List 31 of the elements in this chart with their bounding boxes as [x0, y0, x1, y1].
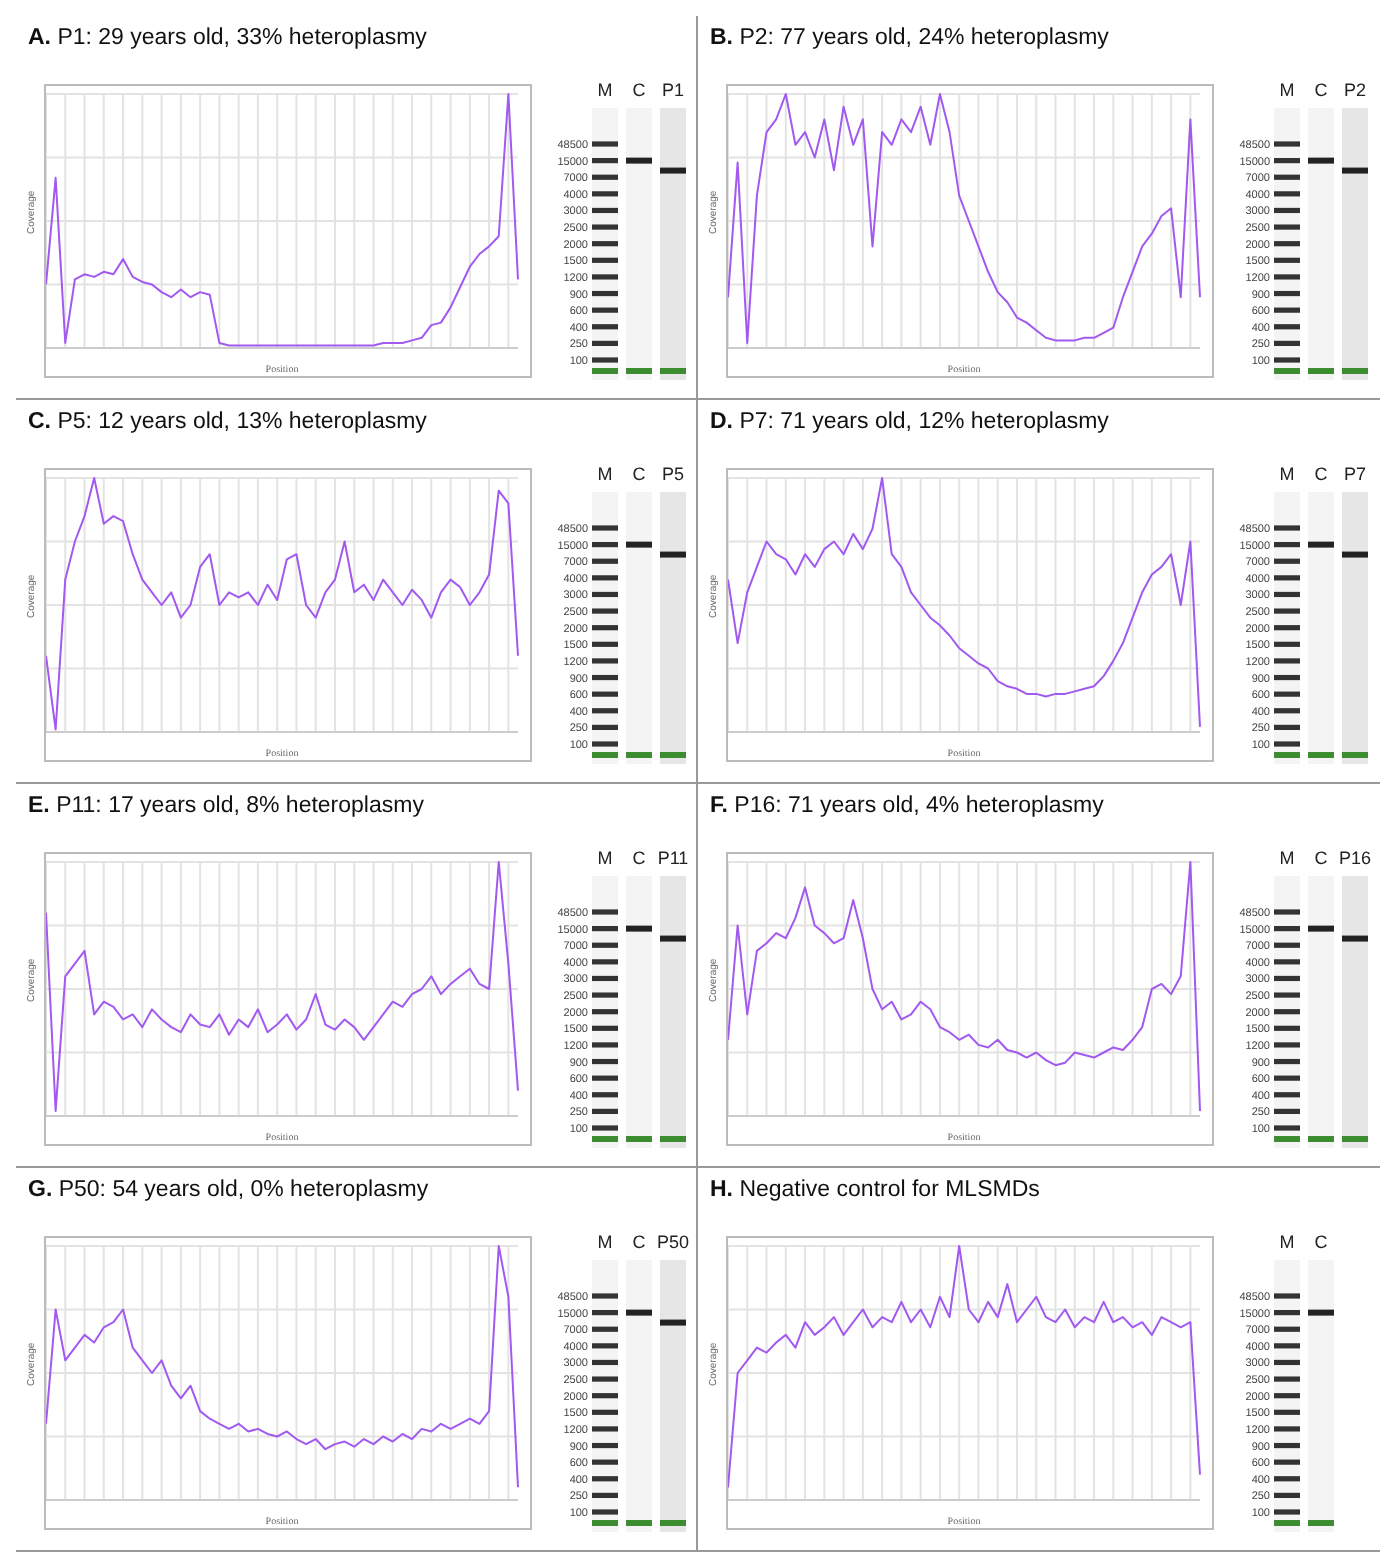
text: C	[632, 80, 647, 100]
text: M	[1279, 848, 1295, 868]
text: C	[632, 848, 647, 868]
text: M	[1279, 1232, 1295, 1252]
chart-title: C. P5: 12 years old, 13% heteroplasmy	[28, 410, 427, 434]
text: P1	[661, 80, 685, 100]
text: C	[1314, 1232, 1329, 1252]
text: P50	[656, 1232, 690, 1252]
text: C	[1314, 848, 1329, 868]
text: C	[1314, 464, 1329, 484]
text: P5	[661, 464, 685, 484]
text: C	[1314, 80, 1329, 100]
text: M	[597, 1232, 613, 1252]
chart-title: B. P2: 77 years old, 24% heteroplasmy	[710, 26, 1109, 50]
text: M	[597, 464, 613, 484]
chart-title: D. P7: 71 years old, 12% heteroplasmy	[710, 410, 1109, 434]
chart-title: A. P1: 29 years old, 33% heteroplasmy	[28, 26, 427, 50]
text: P7	[1343, 464, 1367, 484]
text: C	[632, 1232, 647, 1252]
text: C	[632, 464, 647, 484]
chart-title: G. P50: 54 years old, 0% heteroplasmy	[28, 1178, 429, 1202]
chart-title: E. P11: 17 years old, 8% heteroplasmy	[28, 794, 424, 818]
text: P16	[1338, 848, 1372, 868]
chart-title: H. Negative control for MLSMDs	[710, 1178, 1040, 1202]
text: P2	[1343, 80, 1367, 100]
text: M	[597, 80, 613, 100]
chart-title: F. P16: 71 years old, 4% heteroplasmy	[710, 794, 1104, 818]
text: M	[1279, 80, 1295, 100]
text: M	[597, 848, 613, 868]
text: M	[1279, 464, 1295, 484]
text: P11	[657, 848, 689, 868]
